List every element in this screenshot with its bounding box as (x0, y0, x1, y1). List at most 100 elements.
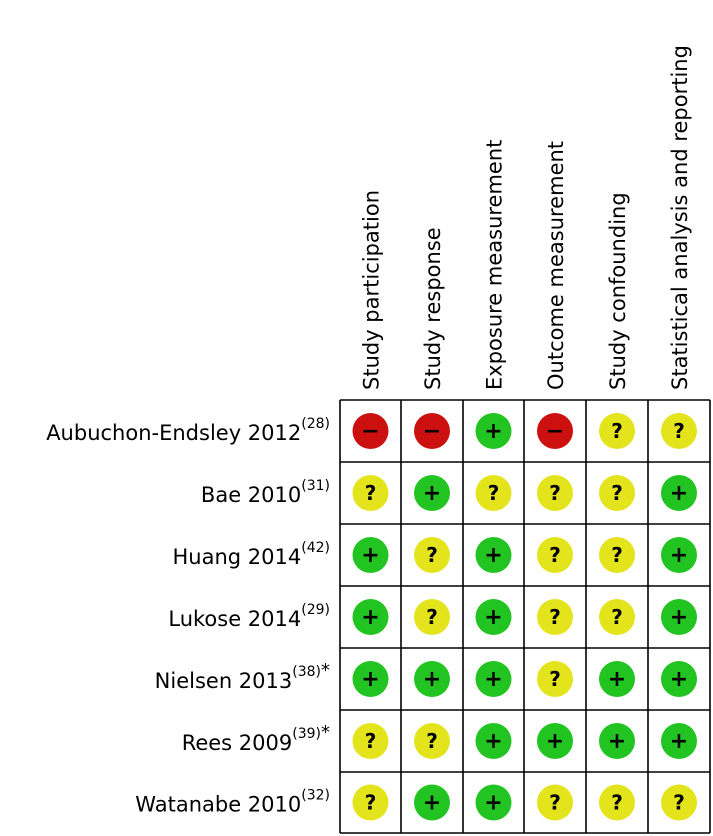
rating-cell: ? (414, 723, 450, 759)
rating-symbol: + (670, 605, 688, 630)
rating-cell: + (599, 723, 635, 759)
rating-circle (537, 784, 573, 821)
column-label: Statistical analysis and reporting (668, 45, 692, 390)
rating-symbol: + (423, 791, 441, 816)
rating-symbol: + (670, 543, 688, 568)
rating-cell: ? (599, 537, 635, 573)
rating-circle (352, 784, 389, 821)
rating-symbol: ? (611, 543, 623, 567)
rating-circle (537, 475, 573, 511)
rating-circle (475, 475, 512, 511)
rating-circle (537, 537, 573, 573)
rating-circle (414, 537, 450, 573)
rating-cell: + (599, 661, 635, 697)
rating-cell: − (352, 413, 389, 449)
column-labels: Study participation Study response Exposur… (360, 45, 693, 390)
rating-cell: ? (537, 537, 573, 573)
row-label: Watanabe 2010(32) (135, 788, 330, 817)
rating-circle (414, 784, 450, 821)
rating-circle (352, 661, 389, 697)
row-label: Rees 2009(39)* (182, 722, 330, 755)
rating-symbol: ? (673, 419, 685, 443)
rating-circle (661, 475, 697, 511)
study-name: Aubuchon-Endsley 2012 (46, 421, 301, 445)
rating-circle (537, 599, 573, 635)
rating-symbol: ? (365, 729, 377, 753)
rating-symbol: + (484, 419, 502, 444)
rating-cell: + (475, 723, 512, 759)
rating-symbol: ? (549, 791, 561, 815)
rating-symbol: + (670, 729, 688, 754)
rating-symbol: + (361, 543, 379, 568)
rating-circle (414, 475, 450, 511)
rating-circle (352, 475, 389, 511)
rating-circle (661, 661, 697, 697)
rating-circle (661, 723, 697, 759)
rating-symbol: + (608, 667, 626, 692)
rating-cell: ? (599, 475, 635, 511)
rating-cell: ? (352, 723, 389, 759)
rating-circle (475, 537, 512, 573)
rating-circle (352, 537, 389, 573)
rating-symbol: + (361, 605, 379, 630)
rating-cell: + (661, 661, 697, 697)
rating-circle (661, 599, 697, 635)
rating-symbol: ? (611, 791, 623, 815)
rating-cell: + (475, 413, 512, 449)
rating-symbol: ? (549, 605, 561, 629)
rating-cell: + (661, 475, 697, 511)
rating-symbol: + (361, 667, 379, 692)
rating-circle (537, 661, 573, 697)
study-name: Huang 2014 (173, 545, 302, 569)
rating-circle (475, 413, 512, 449)
reference-number: (31) (301, 478, 330, 494)
rating-cell: ? (475, 475, 512, 511)
row-label: Bae 2010(31) (201, 478, 330, 507)
rating-circle (414, 413, 450, 449)
rating-symbol: + (423, 481, 441, 506)
rating-cell: + (475, 661, 512, 697)
rating-cell: ? (661, 413, 697, 449)
rating-cell: + (475, 784, 512, 821)
row-label: Lukose 2014(29) (168, 602, 330, 631)
rating-symbol: ? (549, 667, 561, 691)
rating-circle (599, 661, 635, 697)
rating-cell: + (414, 661, 450, 697)
rating-symbol: ? (426, 605, 438, 629)
rating-circle (475, 599, 512, 635)
rating-symbol: ? (611, 605, 623, 629)
rating-symbol: ? (365, 481, 377, 505)
rating-symbol: ? (549, 543, 561, 567)
rating-cell: ? (537, 475, 573, 511)
rating-symbol: + (608, 729, 626, 754)
rating-cell: ? (599, 413, 635, 449)
rating-cell: ? (352, 784, 389, 821)
rating-cell: ? (537, 599, 573, 635)
rating-cell: + (352, 537, 389, 573)
rating-symbol: − (423, 419, 441, 444)
reference-number: (29) (301, 602, 330, 618)
rating-symbol: ? (611, 481, 623, 505)
rating-circle (661, 537, 697, 573)
rating-circle (599, 784, 635, 821)
rating-cell: + (352, 661, 389, 697)
risk-of-bias-grid (339, 399, 711, 834)
rating-symbol: ? (426, 729, 438, 753)
rating-cell: + (414, 784, 450, 821)
row-marker: * (321, 722, 330, 743)
study-name: Lukose 2014 (168, 607, 301, 631)
rating-circle (599, 599, 635, 635)
rating-symbol: − (546, 419, 564, 444)
column-label: Study response (421, 227, 445, 390)
rating-symbol: + (484, 667, 502, 692)
rating-cell: + (475, 537, 512, 573)
reference-number: (42) (301, 540, 330, 556)
rating-circle (414, 661, 450, 697)
rating-symbol: ? (488, 481, 500, 505)
rating-circle (352, 723, 389, 759)
reference-number: (28) (301, 416, 330, 432)
rating-circle (475, 723, 512, 759)
column-label: Outcome measurement (544, 141, 568, 390)
rating-circle (599, 475, 635, 511)
